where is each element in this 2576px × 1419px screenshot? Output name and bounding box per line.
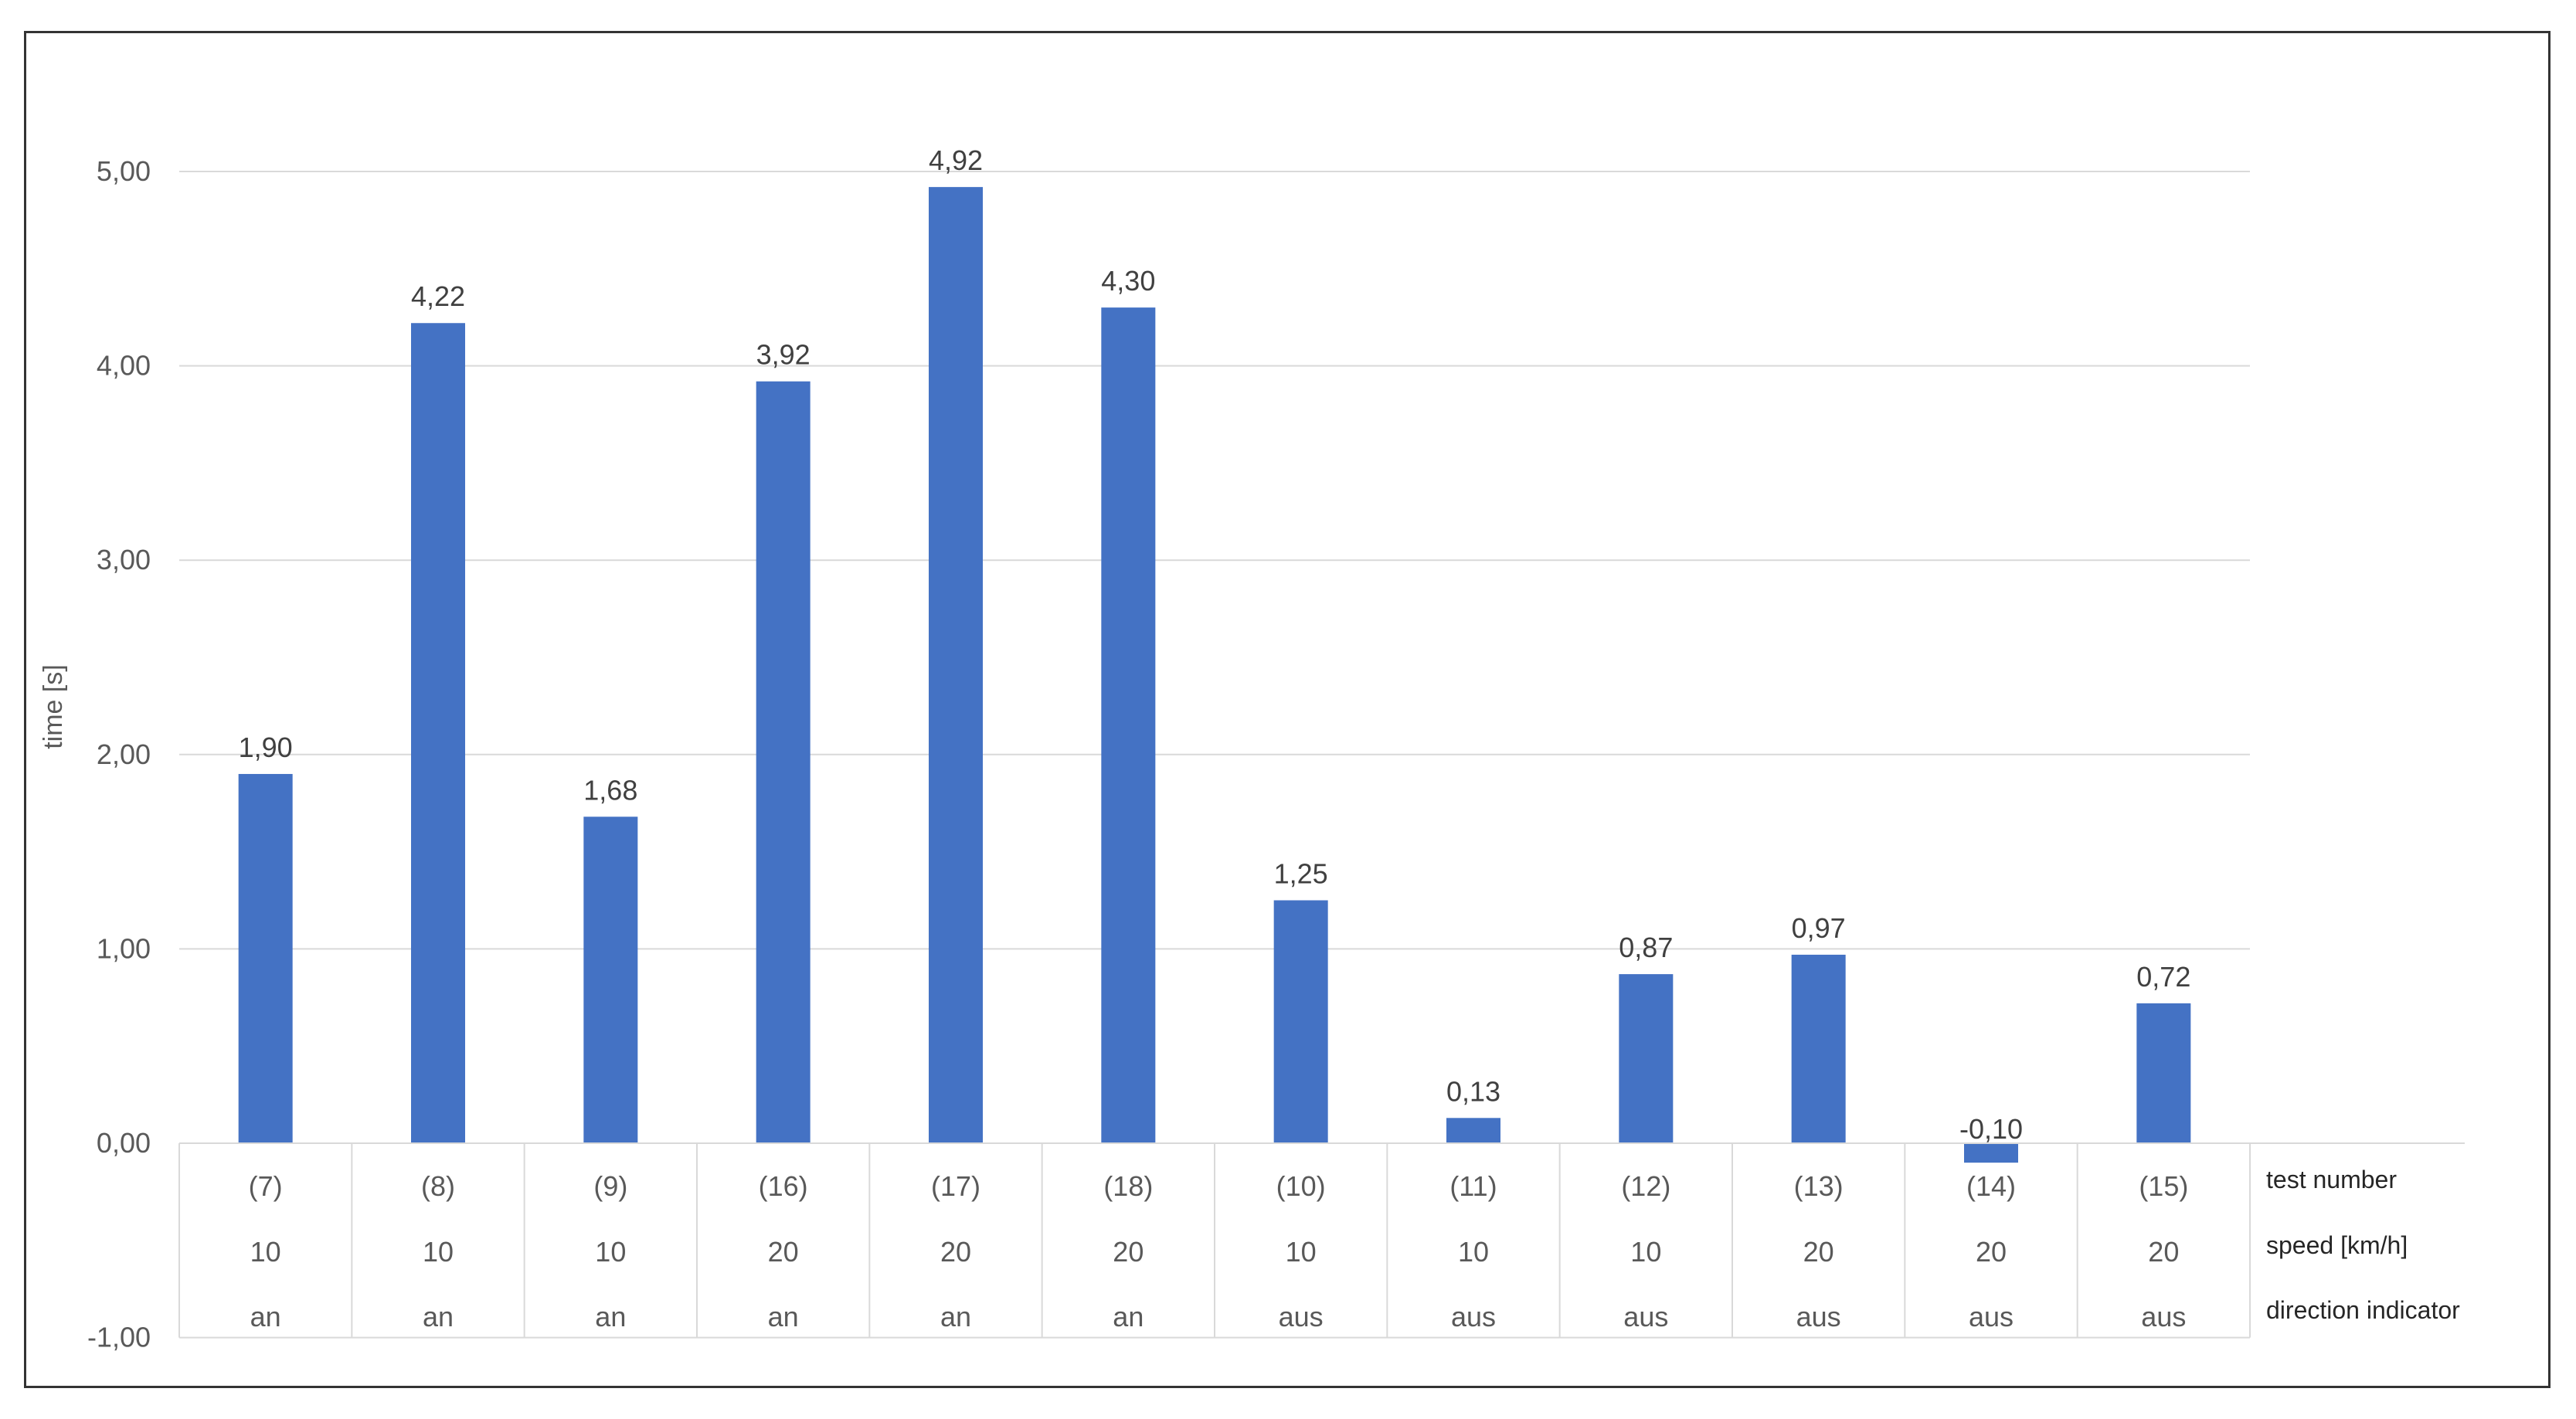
category-speed: 10	[423, 1236, 454, 1268]
y-tick-label: 0,00	[97, 1127, 151, 1159]
category-speed: 10	[1286, 1236, 1317, 1268]
y-tick-label: 3,00	[97, 544, 151, 575]
table-row-label: speed [km/h]	[2266, 1231, 2408, 1259]
category-test-number: (9)	[593, 1170, 627, 1202]
bar	[1446, 1118, 1500, 1143]
category-speed: 20	[1803, 1236, 1834, 1268]
category-test-number: (17)	[931, 1170, 980, 1202]
category-direction-indicator: an	[768, 1301, 799, 1332]
y-axis-ticks: -1,00 0,00 1,00 2,00 3,00 4,00 5,00	[87, 155, 151, 1353]
data-label: 1,68	[583, 774, 637, 806]
category-speed: 10	[250, 1236, 281, 1268]
data-label: 0,87	[1619, 932, 1673, 963]
category-direction-indicator: aus	[1279, 1301, 1324, 1332]
category-speed: 10	[595, 1236, 626, 1268]
data-labels: 1,90 (7) 10 an 4,22 (8) 10 an 1,68 (9) 10 an 3,92 (16…	[239, 144, 2191, 1332]
data-label: 4,22	[411, 280, 465, 312]
data-label: 4,30	[1101, 265, 1155, 297]
category-test-number: (12)	[1621, 1170, 1670, 1202]
y-tick-label: 4,00	[97, 350, 151, 382]
category-test-number: (15)	[2139, 1170, 2188, 1202]
category-test-number: (16)	[759, 1170, 808, 1202]
data-label: 0,13	[1446, 1075, 1500, 1107]
category-speed: 20	[1113, 1236, 1144, 1268]
data-label: 3,92	[756, 339, 811, 371]
category-test-number: (18)	[1103, 1170, 1153, 1202]
category-direction-indicator: aus	[1796, 1301, 1841, 1332]
table-row-label: direction indicator	[2266, 1296, 2460, 1324]
category-speed: 20	[768, 1236, 799, 1268]
category-direction-indicator: an	[595, 1301, 626, 1332]
data-label: 0,72	[2136, 961, 2190, 993]
category-speed: 20	[940, 1236, 971, 1268]
data-label: 1,90	[239, 732, 293, 763]
category-test-number: (14)	[1966, 1170, 2016, 1202]
y-axis-title: time [s]	[39, 664, 68, 749]
category-direction-indicator: an	[423, 1301, 454, 1332]
category-speed: 10	[1458, 1236, 1489, 1268]
category-test-number: (8)	[421, 1170, 455, 1202]
y-tick-label: 1,00	[97, 932, 151, 964]
bar	[411, 323, 465, 1143]
category-test-number: (7)	[249, 1170, 283, 1202]
bar	[1964, 1143, 2018, 1163]
category-direction-indicator: aus	[1451, 1301, 1496, 1332]
category-test-number: (10)	[1276, 1170, 1326, 1202]
category-speed: 20	[2148, 1236, 2179, 1268]
category-speed: 20	[1976, 1236, 2007, 1268]
category-direction-indicator: an	[1113, 1301, 1144, 1332]
category-table	[178, 1142, 2465, 1339]
category-test-number: (11)	[1449, 1170, 1497, 1202]
bar	[929, 187, 983, 1143]
bar	[1273, 900, 1328, 1143]
bar	[1101, 307, 1156, 1143]
bar	[238, 773, 293, 1143]
data-label: -0,10	[1959, 1113, 2023, 1145]
y-tick-label: -1,00	[87, 1322, 151, 1353]
category-test-number: (13)	[1794, 1170, 1844, 1202]
category-direction-indicator: an	[250, 1301, 281, 1332]
bar	[2136, 1003, 2191, 1143]
y-tick-label: 5,00	[97, 155, 151, 187]
grid-lines	[179, 171, 2250, 950]
category-direction-indicator: aus	[1623, 1301, 1668, 1332]
category-speed: 10	[1630, 1236, 1661, 1268]
bar	[756, 381, 811, 1143]
bar	[1619, 974, 1674, 1143]
category-direction-indicator: aus	[1969, 1301, 2014, 1332]
category-direction-indicator: aus	[2141, 1301, 2186, 1332]
row-labels: test number speed [km/h] direction indicat…	[2266, 1166, 2460, 1324]
y-tick-label: 2,00	[97, 738, 151, 770]
bar	[1791, 954, 1846, 1143]
category-direction-indicator: an	[940, 1301, 971, 1332]
table-row-label: test number	[2266, 1166, 2397, 1193]
bars	[238, 187, 2191, 1163]
data-label: 0,97	[1792, 912, 1846, 944]
bar	[583, 816, 638, 1143]
data-label: 1,25	[1274, 858, 1328, 890]
data-label: 4,92	[929, 144, 983, 176]
